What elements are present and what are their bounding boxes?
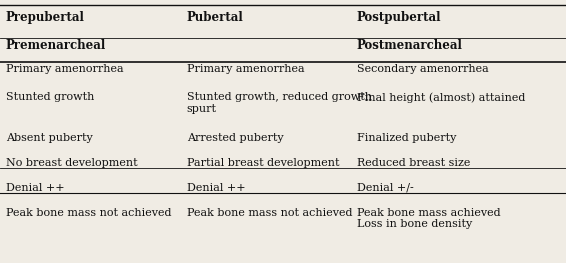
Text: Primary amenorrhea: Primary amenorrhea xyxy=(187,64,305,74)
Text: Final height (almost) attained: Final height (almost) attained xyxy=(357,92,525,103)
Text: Peak bone mass not achieved: Peak bone mass not achieved xyxy=(6,208,171,218)
Text: Pubertal: Pubertal xyxy=(187,11,243,23)
Text: Primary amenorrhea: Primary amenorrhea xyxy=(6,64,123,74)
Text: Denial +/-: Denial +/- xyxy=(357,183,413,193)
Text: Finalized puberty: Finalized puberty xyxy=(357,133,456,143)
Text: Secondary amenorrhea: Secondary amenorrhea xyxy=(357,64,488,74)
Text: No breast development: No breast development xyxy=(6,158,138,168)
Text: Partial breast development: Partial breast development xyxy=(187,158,339,168)
Text: Denial ++: Denial ++ xyxy=(6,183,65,193)
Text: Peak bone mass achieved
Loss in bone density: Peak bone mass achieved Loss in bone den… xyxy=(357,208,500,229)
Text: Reduced breast size: Reduced breast size xyxy=(357,158,470,168)
Text: Premenarcheal: Premenarcheal xyxy=(6,39,106,52)
Text: Stunted growth: Stunted growth xyxy=(6,92,94,102)
Text: Stunted growth, reduced growth
spurt: Stunted growth, reduced growth spurt xyxy=(187,92,372,114)
Text: Postpubertal: Postpubertal xyxy=(357,11,441,23)
Text: Peak bone mass not achieved: Peak bone mass not achieved xyxy=(187,208,352,218)
Text: Prepubertal: Prepubertal xyxy=(6,11,84,23)
Text: Arrested puberty: Arrested puberty xyxy=(187,133,284,143)
Text: Postmenarcheal: Postmenarcheal xyxy=(357,39,462,52)
Text: Absent puberty: Absent puberty xyxy=(6,133,92,143)
Text: Denial ++: Denial ++ xyxy=(187,183,246,193)
